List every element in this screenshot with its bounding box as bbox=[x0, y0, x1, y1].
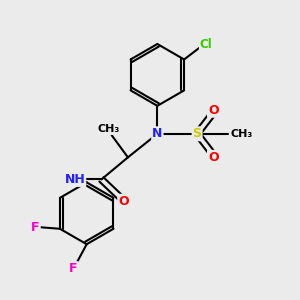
Text: O: O bbox=[208, 104, 219, 117]
Text: CH₃: CH₃ bbox=[230, 129, 252, 139]
Text: Cl: Cl bbox=[200, 38, 213, 51]
Text: NH: NH bbox=[64, 173, 85, 186]
Text: CH₃: CH₃ bbox=[98, 124, 120, 134]
Text: S: S bbox=[193, 127, 202, 140]
Text: O: O bbox=[208, 151, 219, 164]
Text: N: N bbox=[152, 127, 163, 140]
Text: O: O bbox=[118, 195, 129, 208]
Text: F: F bbox=[69, 262, 78, 275]
Text: F: F bbox=[31, 221, 40, 234]
